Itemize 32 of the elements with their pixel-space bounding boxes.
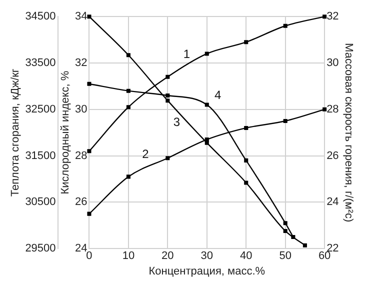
y3-tick-label: 34 — [74, 10, 88, 23]
y-tick-label: 31500 — [25, 150, 56, 162]
series-label: 2 — [142, 146, 150, 161]
y-axis-title: Теплота сгорания, кДж/кг — [10, 68, 22, 197]
y-tick-label: 33500 — [25, 57, 56, 70]
y-tick-label: 34500 — [25, 10, 56, 23]
series-label: 1 — [183, 47, 190, 62]
y-tick-label: 29500 — [25, 242, 56, 255]
y2-tick-label: 28 — [326, 103, 339, 116]
y3-tick-label: 32 — [74, 57, 88, 70]
x-tick-label: 60 — [318, 250, 331, 262]
y2-tick-label: 26 — [326, 150, 339, 162]
x-tick-label: 0 — [86, 250, 92, 262]
y2-tick-label: 32 — [326, 10, 339, 23]
x-tick-label: 30 — [200, 250, 214, 262]
x-tick-label: 20 — [162, 250, 174, 262]
y3-tick-label: 28 — [74, 150, 88, 162]
y-tick-label: 32500 — [25, 103, 56, 116]
series-label: 3 — [173, 114, 180, 129]
y3-axis-title: Кислородный индекс, % — [59, 70, 72, 194]
y3-tick-label: 24 — [74, 242, 88, 255]
y3-tick-label: 30 — [74, 103, 88, 116]
x-axis-title: Концентрация, масс.% — [148, 265, 266, 278]
y2-axis-title: Массовая скорость горения, г/(м²с) — [342, 43, 354, 222]
x-tick-label: 40 — [240, 250, 252, 262]
series-label: 4 — [214, 88, 222, 102]
x-tick-label: 10 — [122, 250, 135, 262]
y2-tick-label: 24 — [326, 196, 339, 208]
x-tick-label: 50 — [279, 250, 292, 262]
y2-tick-label: 30 — [326, 57, 339, 70]
y3-tick-label: 26 — [74, 196, 88, 208]
y-tick-label: 30500 — [25, 196, 56, 208]
